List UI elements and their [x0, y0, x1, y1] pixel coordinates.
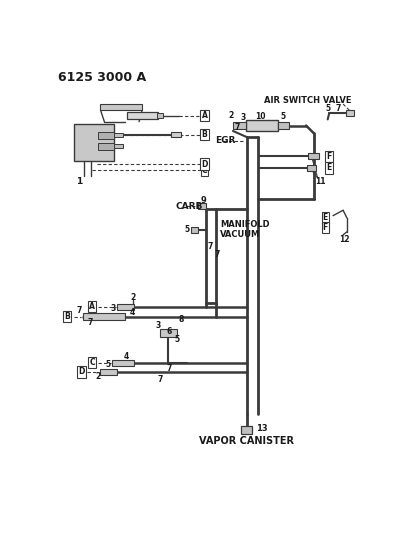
Text: 6125 3000 A: 6125 3000 A — [58, 71, 146, 84]
Text: 2: 2 — [228, 111, 233, 120]
Bar — [73, 124, 113, 161]
Text: MANIFOLD
VACUUM: MANIFOLD VACUUM — [220, 220, 270, 239]
Text: 5: 5 — [174, 335, 180, 344]
Text: CARB: CARB — [175, 202, 203, 211]
Text: 7: 7 — [166, 364, 172, 373]
Text: 7: 7 — [234, 123, 239, 132]
Text: 2: 2 — [130, 293, 135, 302]
Text: 3: 3 — [111, 304, 116, 313]
Text: 3: 3 — [240, 114, 246, 123]
Bar — [307, 165, 316, 171]
Text: VAPOR CANISTER: VAPOR CANISTER — [200, 436, 294, 446]
Text: 6: 6 — [166, 327, 172, 336]
Text: A: A — [202, 111, 207, 120]
Text: B: B — [202, 130, 207, 139]
Text: 7: 7 — [76, 306, 82, 315]
Text: F: F — [326, 152, 332, 161]
Text: 4: 4 — [129, 308, 135, 317]
Text: 10: 10 — [255, 112, 265, 121]
Text: 4: 4 — [123, 352, 129, 361]
Bar — [171, 133, 181, 137]
Bar — [98, 142, 113, 150]
Text: 5: 5 — [106, 360, 111, 369]
Bar — [113, 133, 123, 137]
Bar — [113, 144, 123, 148]
Text: 11: 11 — [315, 176, 325, 185]
Text: C: C — [202, 166, 207, 175]
Text: 7: 7 — [336, 104, 341, 113]
Text: B: B — [64, 312, 70, 321]
Text: 12: 12 — [339, 235, 350, 244]
Bar — [198, 203, 206, 209]
Bar — [308, 154, 319, 159]
Bar — [100, 104, 142, 110]
Text: 7: 7 — [157, 375, 162, 384]
Text: 13: 13 — [256, 424, 267, 433]
Bar — [98, 132, 113, 140]
Bar — [160, 329, 177, 337]
Bar — [191, 227, 198, 232]
Text: 7: 7 — [208, 242, 213, 251]
Text: 7: 7 — [88, 318, 93, 327]
Bar — [242, 426, 252, 433]
Text: AIR SWITCH VALVE: AIR SWITCH VALVE — [264, 95, 351, 104]
Text: A: A — [89, 302, 95, 311]
Bar — [112, 360, 134, 366]
Bar — [246, 120, 278, 131]
Bar — [118, 304, 134, 310]
Bar — [278, 123, 289, 128]
Text: 3: 3 — [156, 321, 161, 330]
Text: EGR: EGR — [215, 136, 236, 146]
Text: D: D — [201, 159, 208, 168]
Text: 5: 5 — [280, 112, 286, 121]
Text: 1: 1 — [76, 176, 82, 185]
Text: 8: 8 — [179, 315, 184, 324]
Text: 9: 9 — [201, 196, 206, 205]
Text: E: E — [323, 213, 328, 222]
Bar — [83, 313, 125, 320]
Text: D: D — [78, 367, 84, 376]
Bar — [157, 113, 163, 118]
Text: 5: 5 — [184, 225, 189, 234]
Text: F: F — [323, 223, 328, 232]
Text: 7: 7 — [215, 249, 220, 259]
Text: C: C — [89, 358, 95, 367]
Bar — [346, 110, 354, 116]
Bar — [100, 369, 117, 375]
Text: E: E — [326, 164, 332, 172]
Bar — [127, 112, 158, 119]
Text: 5: 5 — [325, 104, 330, 113]
Text: 2: 2 — [95, 372, 101, 381]
Bar — [233, 123, 246, 128]
